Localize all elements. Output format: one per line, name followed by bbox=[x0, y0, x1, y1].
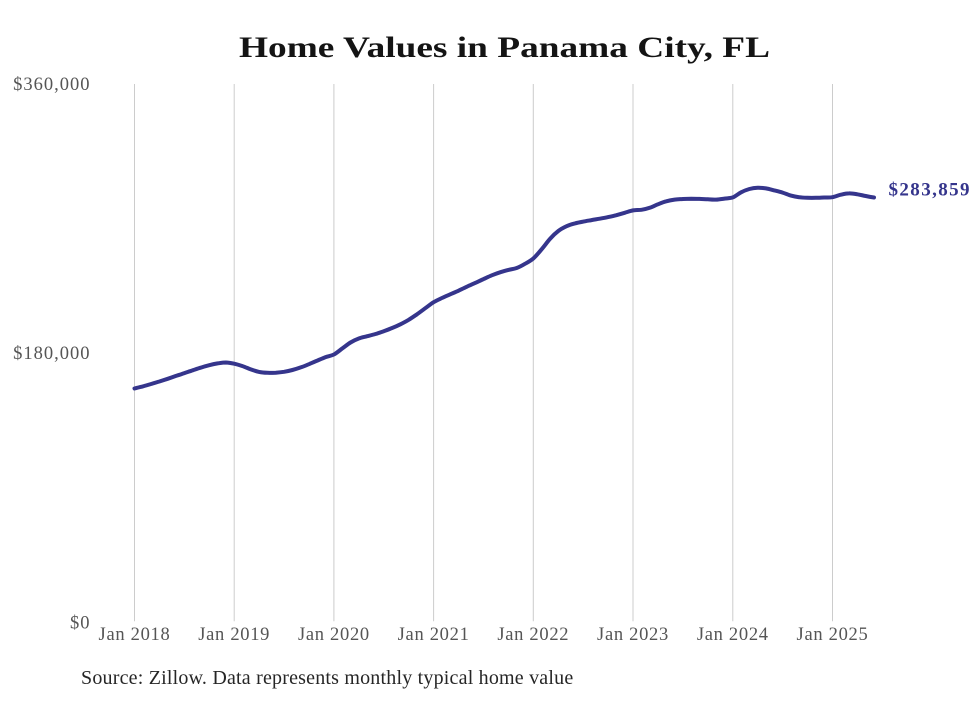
svg-text:Jan 2022: Jan 2022 bbox=[497, 625, 569, 645]
svg-text:Jan 2021: Jan 2021 bbox=[398, 625, 470, 645]
svg-text:Jan 2019: Jan 2019 bbox=[198, 625, 270, 645]
svg-text:Source: Zillow. Data represent: Source: Zillow. Data represents monthly … bbox=[81, 667, 573, 689]
svg-text:$0: $0 bbox=[70, 614, 91, 634]
svg-text:Jan 2025: Jan 2025 bbox=[797, 625, 869, 645]
svg-text:Jan 2024: Jan 2024 bbox=[697, 625, 769, 645]
svg-text:$180,000: $180,000 bbox=[13, 344, 90, 364]
svg-text:Jan 2023: Jan 2023 bbox=[597, 625, 669, 645]
svg-text:Jan 2018: Jan 2018 bbox=[99, 625, 171, 645]
svg-text:$360,000: $360,000 bbox=[13, 75, 90, 95]
svg-text:Home Values in Panama City, FL: Home Values in Panama City, FL bbox=[239, 31, 770, 64]
svg-text:Jan 2020: Jan 2020 bbox=[298, 625, 370, 645]
svg-text:$283,859: $283,859 bbox=[889, 180, 971, 201]
